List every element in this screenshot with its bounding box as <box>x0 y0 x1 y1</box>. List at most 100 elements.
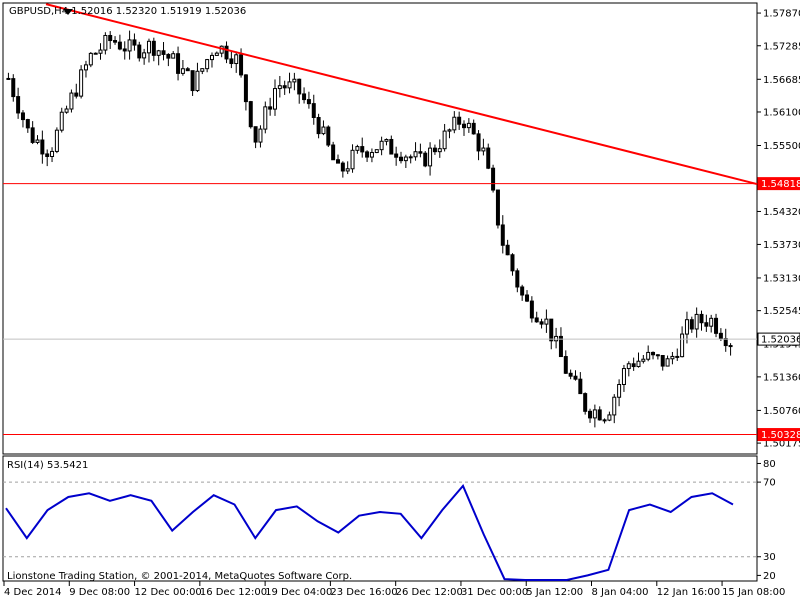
candle-body <box>335 159 340 164</box>
candle-body <box>520 286 525 296</box>
candle-body <box>491 167 496 191</box>
candle-body <box>432 147 437 153</box>
candle-body <box>500 224 505 246</box>
candle-body <box>122 48 127 52</box>
time-tick-label: 5 Jan 12:00 <box>526 587 583 598</box>
rsi-tick-label: 80 <box>763 459 776 470</box>
rsi-panel: 80 70 30 20 RSI(14) 53.5421 Lionstone Tradi… <box>2 455 776 582</box>
candle-body <box>389 138 394 155</box>
candle-body <box>30 127 35 143</box>
dropdown-triangle-icon[interactable] <box>63 9 73 15</box>
price-tick-label: 1.56100 <box>763 107 800 118</box>
candle-body <box>718 332 723 340</box>
candle-body <box>209 54 214 61</box>
candle-body <box>297 78 302 95</box>
candle-body <box>544 318 549 325</box>
candle-body <box>200 68 205 72</box>
candle-body <box>161 50 166 55</box>
candle-body <box>113 40 118 43</box>
candle-body <box>239 54 244 76</box>
candle-body <box>403 156 408 162</box>
candle-body <box>142 52 147 59</box>
candle-body <box>665 358 670 367</box>
candle-body <box>505 244 510 256</box>
price-tag-label: 1.50328 <box>761 430 800 441</box>
candle-body <box>171 53 176 59</box>
candle-body <box>442 130 447 150</box>
candle-body <box>462 123 467 129</box>
candle-body <box>418 151 423 154</box>
candle-body <box>428 147 433 167</box>
candle-body <box>282 85 287 89</box>
candle-body <box>185 68 190 72</box>
candle-body <box>88 52 93 66</box>
candle-body <box>350 149 355 170</box>
candle-body <box>176 53 181 74</box>
candle-body <box>253 126 258 143</box>
candle-body <box>258 128 263 143</box>
horizontal-lines <box>3 183 757 436</box>
candle-body <box>306 99 311 105</box>
candle-body <box>399 156 404 162</box>
candle-body <box>583 393 588 412</box>
candle-body <box>166 53 171 59</box>
price-panel: 1.57870 1.57285 1.56685 1.56100 1.55500 1.543… <box>2 2 800 455</box>
price-tick-label: 1.57285 <box>763 41 800 52</box>
candle-body <box>132 39 137 46</box>
price-tick-label: 1.53130 <box>763 273 800 284</box>
candle-body <box>626 363 631 370</box>
candle-body <box>602 419 607 422</box>
candle-body <box>457 116 462 125</box>
candle-body <box>534 317 539 323</box>
time-tick-label: 19 Dec 04:00 <box>265 587 332 598</box>
candle-body <box>54 129 59 152</box>
price-tick-label: 1.56685 <box>763 75 800 86</box>
candlestick-series <box>6 30 733 428</box>
candle-body <box>714 317 719 334</box>
candle-body <box>621 368 626 385</box>
symbol-header: GBPUSD,H4 1.52016 1.52320 1.51919 1.5203… <box>9 6 246 17</box>
candle-body <box>631 363 636 368</box>
candle-body <box>365 151 370 158</box>
rsi-tick-label: 70 <box>763 478 776 489</box>
candle-body <box>11 78 16 98</box>
rsi-axis: 80 70 30 20 <box>757 459 776 582</box>
candle-body <box>607 414 612 421</box>
price-tick-label: 1.50175 <box>763 439 800 450</box>
rsi-line <box>5 484 734 581</box>
price-tick-label: 1.52545 <box>763 306 800 317</box>
candle-body <box>408 156 413 159</box>
candle-body <box>384 138 389 142</box>
candle-body <box>709 317 714 327</box>
candle-body <box>694 313 699 330</box>
time-tick-label: 26 Dec 12:00 <box>396 587 463 598</box>
candle-body <box>331 144 336 161</box>
candle-body <box>437 148 442 153</box>
candle-body <box>675 355 680 358</box>
candle-body <box>321 126 326 135</box>
candle-body <box>592 409 597 419</box>
candle-body <box>394 153 399 158</box>
candle-body <box>558 335 563 358</box>
candle-body <box>723 338 728 347</box>
candle-body <box>636 360 641 368</box>
candle-body <box>234 54 239 65</box>
price-tick-label: 1.54320 <box>763 207 800 218</box>
candle-body <box>248 101 253 128</box>
price-tag-label: 1.54818 <box>761 179 800 190</box>
time-tick-label: 12 Jan 16:00 <box>657 587 720 598</box>
time-tick-label: 23 Dec 16:00 <box>330 587 397 598</box>
candle-body <box>617 383 622 398</box>
price-tick-label: 1.50760 <box>763 406 800 417</box>
price-tag <box>757 428 800 442</box>
price-tags: 1.54818 1.50328 1.52036 <box>757 177 800 442</box>
candle-body <box>651 351 656 356</box>
candle-body <box>340 162 345 172</box>
price-tick-label: 1.55500 <box>763 141 800 152</box>
candle-body <box>699 313 704 324</box>
candle-body <box>263 106 268 130</box>
candle-body <box>355 146 360 151</box>
candle-body <box>655 354 660 357</box>
candle-body <box>379 140 384 151</box>
